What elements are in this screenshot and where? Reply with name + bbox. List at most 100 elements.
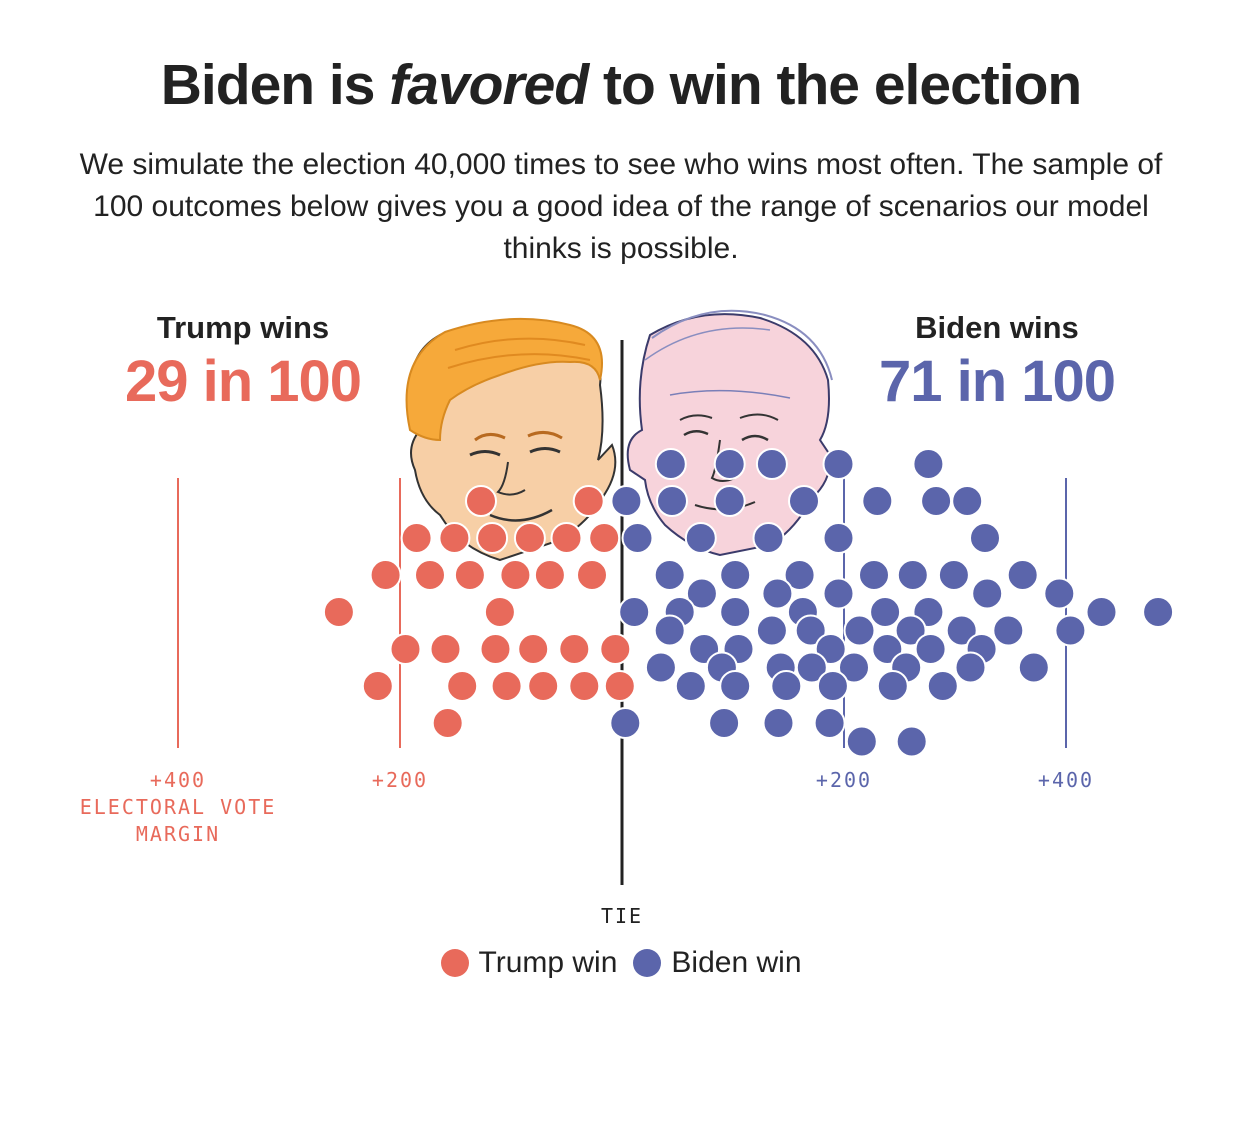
biden-outcome-dot: [653, 614, 686, 647]
trump-outcome-dot: [499, 559, 532, 591]
biden-outcome-dot: [621, 522, 654, 554]
trump-outcome-dot: [550, 522, 583, 554]
trump-outcome-dot: [527, 670, 560, 702]
axis-title: ELECTORAL VOTE MARGIN: [28, 794, 328, 848]
tie-label: TIE: [600, 904, 644, 928]
biden-outcome-dot: [762, 707, 795, 739]
trump-outcome-dot: [453, 559, 486, 591]
trump-outcome-dot: [429, 633, 462, 665]
trump-outcome-dot: [369, 559, 402, 591]
trump-400-tick-label: +400: [149, 768, 207, 792]
biden-legend-dot: [633, 949, 662, 977]
biden-outcome-dot: [845, 725, 878, 758]
biden-outcome-dot: [969, 522, 1001, 554]
biden-outcome-dot: [719, 559, 752, 591]
trump-wins-count: 29 in 100: [124, 349, 362, 414]
legend-label-trump: Trump win: [478, 946, 618, 979]
trump-outcome-dot: [414, 559, 446, 591]
biden-outcome-dot: [755, 448, 788, 480]
biden-outcome-dot: [912, 448, 945, 480]
biden-outcome-dot: [971, 577, 1004, 610]
trump-outcome-dot: [446, 670, 479, 702]
biden-outcome-dot: [713, 485, 746, 517]
biden-outcome-dot: [937, 559, 970, 591]
title-emphasis: favored: [389, 53, 589, 117]
biden-outcome-dot: [795, 651, 828, 684]
legend: Trump win Biden win: [0, 946, 1242, 980]
biden-outcome-dot: [674, 670, 707, 702]
data-points: [322, 448, 1175, 758]
trump-outcome-dot: [400, 522, 433, 554]
biden-outcome-dot: [858, 559, 890, 591]
legend-item-trump: Trump win: [440, 946, 618, 980]
title-after: to win the election: [588, 53, 1082, 117]
biden-outcome-dot: [876, 670, 909, 702]
biden-outcome-dot: [945, 614, 978, 647]
trump-outcome-dot: [479, 633, 512, 665]
trump-200-tick-label: +200: [371, 768, 429, 792]
biden-outcome-dot: [794, 614, 827, 647]
trump-outcome-dot: [465, 485, 497, 517]
legend-item-biden: Biden win: [633, 946, 802, 980]
trump-outcome-dot: [513, 522, 546, 554]
biden-face-illustration: [626, 309, 833, 557]
trump-outcome-dot: [558, 633, 591, 665]
biden-outcome-dot: [920, 485, 953, 517]
biden-outcome-dot: [719, 670, 752, 702]
biden-outcome-dot: [869, 596, 902, 628]
biden-outcome-dot: [788, 485, 820, 517]
biden-outcome-dot: [822, 522, 855, 554]
trump-outcome-dot: [576, 559, 608, 591]
trump-outcome-dot: [431, 707, 464, 739]
biden-outcome-dot: [644, 651, 677, 684]
biden-outcome-dot: [914, 633, 947, 665]
biden-outcome-dot: [992, 614, 1025, 647]
biden-outcome-dot: [843, 614, 876, 647]
biden-400-tick-label: +400: [1037, 768, 1095, 792]
trump-wins-label: Trump wins: [156, 310, 330, 345]
biden-outcome-dot: [894, 614, 927, 647]
trump-outcome-dot: [438, 522, 471, 554]
biden-outcome-dot: [610, 485, 643, 517]
biden-outcome-dot: [618, 596, 651, 628]
trump-outcome-dot: [517, 633, 550, 665]
trump-outcome-dot: [588, 522, 621, 554]
chart-title: Biden is favored to win the election: [0, 52, 1242, 118]
biden-outcome-dot: [861, 485, 894, 517]
trump-outcome-dot: [568, 670, 601, 702]
trump-outcome-dot: [572, 485, 605, 517]
biden-outcome-dot: [896, 559, 929, 591]
biden-wins-count: 71 in 100: [878, 349, 1116, 414]
trump-outcome-dot: [476, 522, 509, 554]
biden-outcome-dot: [1043, 577, 1076, 610]
legend-label-biden: Biden win: [671, 946, 802, 979]
biden-outcome-dot: [755, 614, 788, 647]
biden-outcome-dot: [813, 707, 846, 739]
biden-outcome-dot: [685, 577, 718, 610]
trump-outcome-dot: [603, 670, 636, 702]
trump-outcome-dot: [361, 670, 394, 702]
biden-outcome-dot: [684, 522, 717, 554]
trump-outcome-dot: [599, 633, 632, 665]
biden-outcome-dot: [770, 670, 803, 702]
biden-outcome-dot: [1085, 596, 1118, 628]
biden-outcome-dot: [954, 651, 987, 684]
biden-outcome-dot: [1017, 651, 1050, 684]
biden-outcome-dot: [752, 522, 785, 554]
biden-200-tick-label: +200: [815, 768, 873, 792]
trump-outcome-dot: [483, 596, 516, 628]
biden-outcome-dot: [822, 448, 855, 480]
biden-outcome-dot: [926, 670, 959, 702]
trump-outcome-dot: [389, 633, 422, 665]
biden-wins-label: Biden wins: [915, 310, 1079, 345]
biden-outcome-dot: [822, 577, 855, 610]
biden-outcome-dot: [1054, 614, 1087, 647]
biden-outcome-dot: [719, 596, 752, 628]
trump-outcome-dot: [533, 559, 566, 591]
biden-outcome-dot: [656, 485, 688, 517]
biden-outcome-dot: [654, 448, 687, 480]
chart-subtitle: We simulate the election 40,000 times to…: [79, 148, 1163, 265]
biden-outcome-dot: [838, 651, 870, 684]
biden-outcome-dot: [951, 485, 984, 517]
